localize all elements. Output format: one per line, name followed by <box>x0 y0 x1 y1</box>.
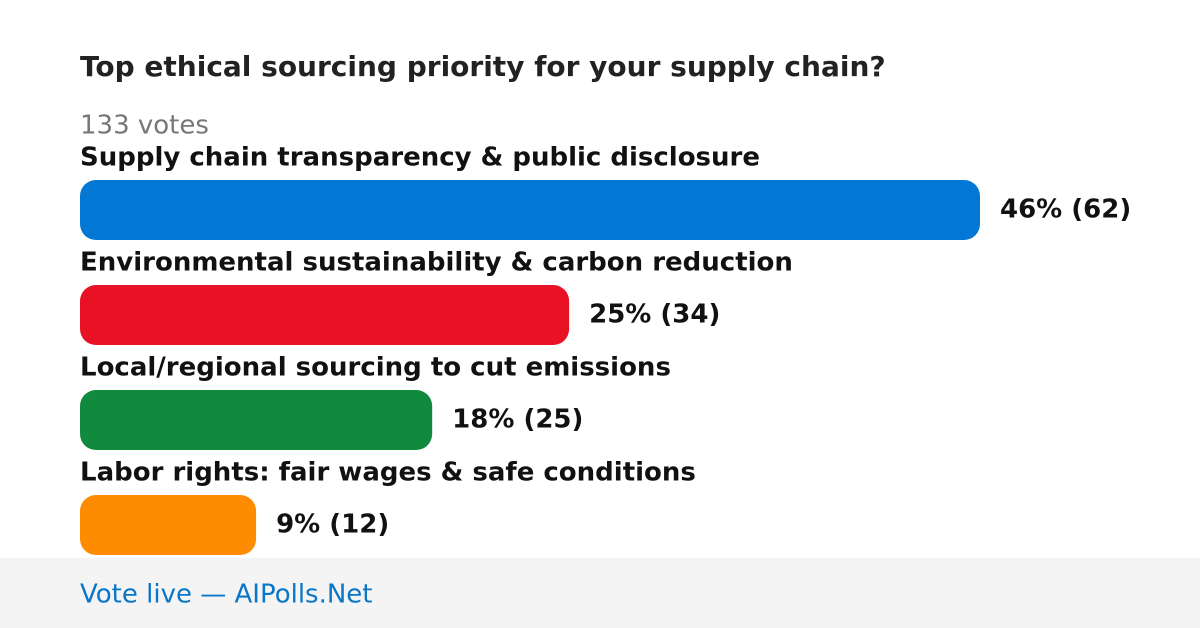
option-label: Supply chain transparency & public discl… <box>80 143 760 173</box>
bar <box>80 285 570 345</box>
bar <box>80 390 433 450</box>
option-label: Local/regional sourcing to cut emissions <box>80 353 671 383</box>
value-label: 18% (25) <box>452 405 583 435</box>
value-label: 9% (12) <box>276 510 389 540</box>
value-label: 25% (34) <box>589 300 720 330</box>
chart-title: Top ethical sourcing priority for your s… <box>80 50 886 83</box>
option-label: Labor rights: fair wages & safe conditio… <box>80 458 696 488</box>
bar <box>80 180 980 240</box>
option-label: Environmental sustainability & carbon re… <box>80 248 793 278</box>
vote-count: 133 votes <box>80 111 209 141</box>
footer-bar <box>0 558 1200 628</box>
footer-link[interactable]: Vote live — AIPolls.Net <box>80 580 373 610</box>
bar <box>80 495 257 555</box>
value-label: 46% (62) <box>1000 195 1131 225</box>
